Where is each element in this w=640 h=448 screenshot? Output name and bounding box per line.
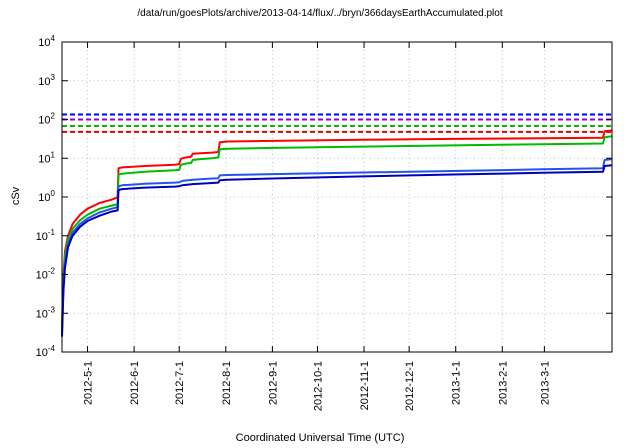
y-tick-label: 101 xyxy=(38,150,55,165)
x-tick-label: 2012-7-1 xyxy=(174,361,186,405)
y-tick-exponent: -3 xyxy=(48,305,56,314)
y-tick-exponent: 0 xyxy=(51,189,56,198)
x-axis-label: Coordinated Universal Time (UTC) xyxy=(235,432,405,444)
y-tick-label: 10-3 xyxy=(36,305,56,320)
x-tick-label: 2012-5-1 xyxy=(83,361,95,405)
y-tick-label: 10-4 xyxy=(36,344,56,359)
y-tick-label: 10-2 xyxy=(36,267,56,282)
chart-title: /data/run/goesPlots/archive/2013-04-14/f… xyxy=(137,8,503,19)
x-tick-label: 2012-9-1 xyxy=(267,361,279,405)
y-tick-label: 102 xyxy=(38,112,55,127)
y-tick-exponent: 3 xyxy=(51,73,56,82)
x-tick-label: 2012-11-1 xyxy=(359,361,371,410)
y-tick-label: 10-1 xyxy=(36,228,56,243)
x-tick-label: 2012-8-1 xyxy=(221,361,233,405)
series-green-accumulated xyxy=(61,135,613,329)
y-tick-exponent: 2 xyxy=(51,112,56,121)
y-tick-exponent: 1 xyxy=(51,150,56,159)
y-tick-exponent: -2 xyxy=(48,267,56,276)
y-tick-exponent: -1 xyxy=(48,228,56,237)
x-tick-label: 2013-1-1 xyxy=(451,361,463,405)
series-navy-accumulated xyxy=(61,164,613,337)
x-tick-label: 2012-6-1 xyxy=(129,361,141,405)
y-tick-label: 104 xyxy=(38,34,55,49)
y-tick-label: 103 xyxy=(38,73,55,88)
series-red-accumulated xyxy=(61,129,613,325)
x-tick-label: 2012-12-1 xyxy=(404,361,416,411)
axis-box xyxy=(61,41,613,353)
x-tick-label: 2013-2-1 xyxy=(497,361,509,405)
y-tick-exponent: -4 xyxy=(48,344,56,353)
x-tick-label: 2013-3-1 xyxy=(539,361,551,405)
y-tick-exponent: 4 xyxy=(51,34,56,43)
series-blue-accumulated xyxy=(61,158,613,334)
x-tick-label: 2012-10-1 xyxy=(312,361,324,411)
y-tick-label: 100 xyxy=(38,189,55,204)
